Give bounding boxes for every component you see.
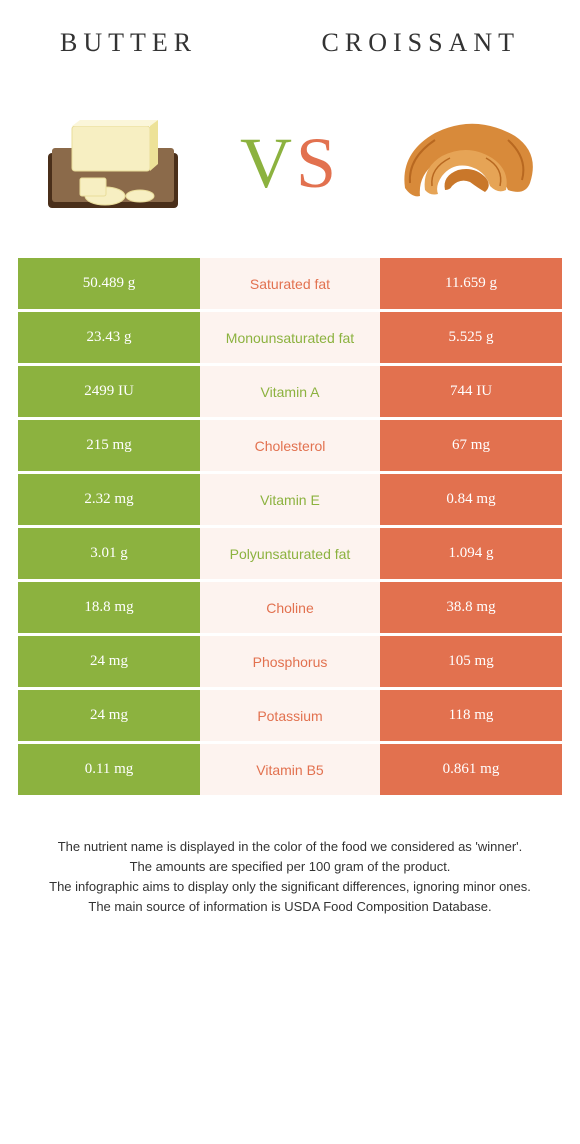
title-butter: Butter — [60, 28, 197, 58]
table-row: 2499 IUVitamin A744 IU — [18, 366, 562, 417]
vs-s: S — [296, 123, 340, 203]
table-row: 215 mgCholesterol67 mg — [18, 420, 562, 471]
nutrient-table: 50.489 gSaturated fat11.659 g23.43 gMono… — [0, 258, 580, 795]
table-row: 0.11 mgVitamin B50.861 mg — [18, 744, 562, 795]
left-value: 50.489 g — [18, 258, 200, 309]
left-value: 18.8 mg — [18, 582, 200, 633]
right-value: 105 mg — [380, 636, 562, 687]
table-row: 23.43 gMonounsaturated fat5.525 g — [18, 312, 562, 363]
right-value: 5.525 g — [380, 312, 562, 363]
footer-line-2: The amounts are specified per 100 gram o… — [30, 858, 550, 877]
footer-notes: The nutrient name is displayed in the co… — [0, 798, 580, 916]
right-value: 744 IU — [380, 366, 562, 417]
footer-line-4: The main source of information is USDA F… — [30, 898, 550, 917]
left-value: 3.01 g — [18, 528, 200, 579]
right-value: 0.84 mg — [380, 474, 562, 525]
footer-line-1: The nutrient name is displayed in the co… — [30, 838, 550, 857]
left-value: 23.43 g — [18, 312, 200, 363]
left-value: 24 mg — [18, 690, 200, 741]
nutrient-label: Vitamin A — [200, 366, 380, 417]
nutrient-label: Saturated fat — [200, 258, 380, 309]
right-value: 1.094 g — [380, 528, 562, 579]
table-row: 24 mgPotassium118 mg — [18, 690, 562, 741]
left-value: 2.32 mg — [18, 474, 200, 525]
left-value: 215 mg — [18, 420, 200, 471]
title-croissant: Croissant — [322, 28, 520, 58]
butter-image — [30, 98, 200, 228]
right-value: 67 mg — [380, 420, 562, 471]
croissant-image — [380, 98, 550, 228]
left-value: 2499 IU — [18, 366, 200, 417]
vs-label: VS — [240, 122, 340, 205]
nutrient-label: Phosphorus — [200, 636, 380, 687]
right-value: 38.8 mg — [380, 582, 562, 633]
right-value: 118 mg — [380, 690, 562, 741]
table-row: 2.32 mgVitamin E0.84 mg — [18, 474, 562, 525]
nutrient-label: Choline — [200, 582, 380, 633]
right-value: 0.861 mg — [380, 744, 562, 795]
table-row: 24 mgPhosphorus105 mg — [18, 636, 562, 687]
nutrient-label: Potassium — [200, 690, 380, 741]
footer-line-3: The infographic aims to display only the… — [30, 878, 550, 897]
nutrient-label: Monounsaturated fat — [200, 312, 380, 363]
hero-row: VS — [0, 68, 580, 258]
table-row: 50.489 gSaturated fat11.659 g — [18, 258, 562, 309]
nutrient-label: Vitamin B5 — [200, 744, 380, 795]
table-row: 3.01 gPolyunsaturated fat1.094 g — [18, 528, 562, 579]
right-value: 11.659 g — [380, 258, 562, 309]
left-value: 24 mg — [18, 636, 200, 687]
table-row: 18.8 mgCholine38.8 mg — [18, 582, 562, 633]
vs-v: V — [240, 123, 296, 203]
nutrient-label: Vitamin E — [200, 474, 380, 525]
nutrient-label: Cholesterol — [200, 420, 380, 471]
left-value: 0.11 mg — [18, 744, 200, 795]
nutrient-label: Polyunsaturated fat — [200, 528, 380, 579]
header: Butter Croissant — [0, 0, 580, 68]
